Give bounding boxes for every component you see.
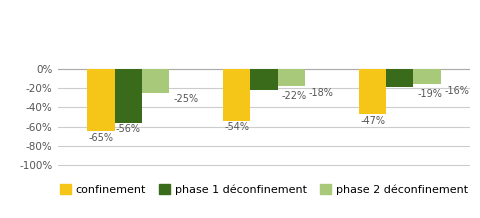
Text: -19%: -19% [418, 89, 442, 99]
Bar [142, 69, 169, 93]
Bar [251, 69, 277, 90]
Text: -18%: -18% [309, 88, 334, 98]
Text: -65%: -65% [88, 133, 114, 143]
Text: -22%: -22% [282, 91, 307, 101]
Bar [87, 69, 115, 131]
Bar [386, 69, 413, 87]
Bar [223, 69, 251, 121]
Bar [277, 69, 305, 86]
Text: -25%: -25% [173, 94, 198, 104]
Legend: confinement, phase 1 déconfinement, phase 2 déconfinement: confinement, phase 1 déconfinement, phas… [56, 180, 472, 199]
Bar [359, 69, 386, 114]
Text: -47%: -47% [360, 116, 385, 126]
Text: -16%: -16% [444, 86, 469, 96]
Bar [115, 69, 142, 123]
Text: -54%: -54% [224, 122, 249, 132]
Text: -56%: -56% [116, 124, 141, 134]
Bar [413, 69, 441, 84]
